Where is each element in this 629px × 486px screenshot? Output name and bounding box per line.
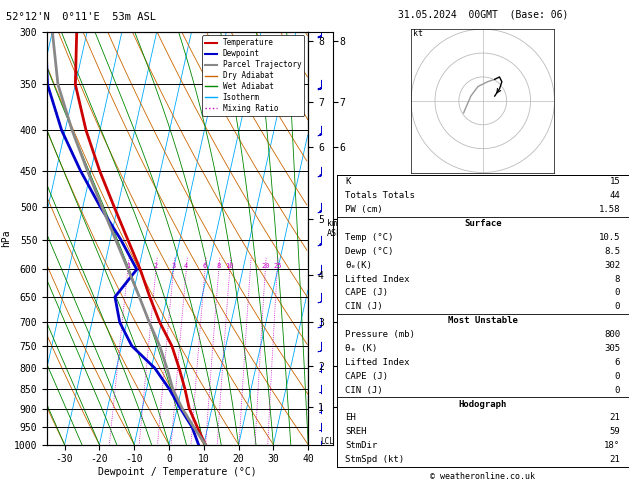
Text: LCL: LCL — [320, 437, 334, 446]
Text: Totals Totals: Totals Totals — [345, 191, 415, 200]
Text: © weatheronline.co.uk: © weatheronline.co.uk — [430, 472, 535, 481]
Text: Lifted Index: Lifted Index — [345, 275, 409, 284]
Text: 800: 800 — [604, 330, 620, 339]
Text: 3: 3 — [171, 263, 175, 269]
Text: Surface: Surface — [464, 219, 501, 228]
Text: 0: 0 — [615, 372, 620, 381]
Text: 20: 20 — [261, 263, 270, 269]
X-axis label: Dewpoint / Temperature (°C): Dewpoint / Temperature (°C) — [98, 467, 257, 477]
Text: CIN (J): CIN (J) — [345, 302, 383, 312]
Text: 0: 0 — [615, 386, 620, 395]
Y-axis label: km
ASL: km ASL — [326, 219, 342, 238]
Text: StmSpd (kt): StmSpd (kt) — [345, 455, 404, 464]
Text: 6: 6 — [203, 263, 207, 269]
Text: 25: 25 — [273, 263, 282, 269]
Text: 305: 305 — [604, 344, 620, 353]
Text: K: K — [345, 177, 350, 187]
Text: CAPE (J): CAPE (J) — [345, 289, 388, 297]
Y-axis label: hPa: hPa — [1, 229, 11, 247]
Text: Dewp (°C): Dewp (°C) — [345, 247, 394, 256]
Text: 44: 44 — [610, 191, 620, 200]
Text: CIN (J): CIN (J) — [345, 386, 383, 395]
Text: 2: 2 — [154, 263, 158, 269]
Text: PW (cm): PW (cm) — [345, 205, 383, 214]
Text: 18°: 18° — [604, 441, 620, 450]
Text: 8: 8 — [615, 275, 620, 284]
Text: 21: 21 — [610, 455, 620, 464]
Text: CAPE (J): CAPE (J) — [345, 372, 388, 381]
Text: 8: 8 — [216, 263, 221, 269]
Text: 21: 21 — [610, 414, 620, 422]
Text: 1.58: 1.58 — [599, 205, 620, 214]
Text: kt: kt — [413, 29, 423, 38]
Text: 302: 302 — [604, 260, 620, 270]
Text: 0: 0 — [615, 289, 620, 297]
Legend: Temperature, Dewpoint, Parcel Trajectory, Dry Adiabat, Wet Adiabat, Isotherm, Mi: Temperature, Dewpoint, Parcel Trajectory… — [202, 35, 304, 116]
Text: Hodograph: Hodograph — [459, 399, 507, 409]
Text: Temp (°C): Temp (°C) — [345, 233, 394, 242]
Text: 15: 15 — [610, 177, 620, 187]
Text: 4: 4 — [184, 263, 189, 269]
Text: 10: 10 — [226, 263, 234, 269]
Text: 59: 59 — [610, 427, 620, 436]
Text: SREH: SREH — [345, 427, 367, 436]
Text: EH: EH — [345, 414, 356, 422]
Text: Lifted Index: Lifted Index — [345, 358, 409, 367]
Text: 10.5: 10.5 — [599, 233, 620, 242]
Text: θₑ (K): θₑ (K) — [345, 344, 377, 353]
Text: 0: 0 — [615, 302, 620, 312]
Text: 8.5: 8.5 — [604, 247, 620, 256]
Text: StmDir: StmDir — [345, 441, 377, 450]
Text: Pressure (mb): Pressure (mb) — [345, 330, 415, 339]
Text: 1: 1 — [126, 263, 130, 269]
Text: θₑ(K): θₑ(K) — [345, 260, 372, 270]
Text: 6: 6 — [615, 358, 620, 367]
Text: Most Unstable: Most Unstable — [448, 316, 518, 325]
Text: 31.05.2024  00GMT  (Base: 06): 31.05.2024 00GMT (Base: 06) — [398, 10, 568, 20]
Text: 52°12'N  0°11'E  53m ASL: 52°12'N 0°11'E 53m ASL — [6, 12, 156, 22]
